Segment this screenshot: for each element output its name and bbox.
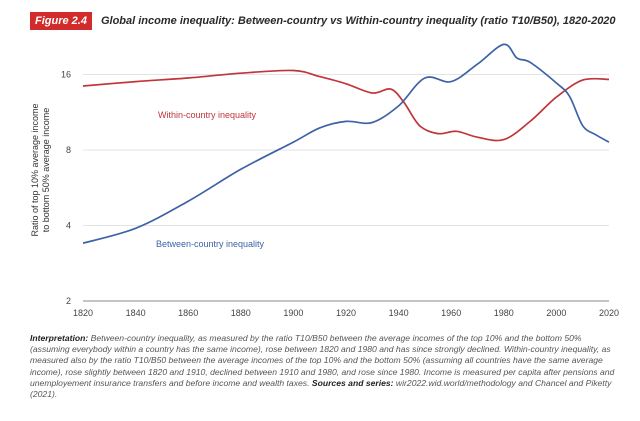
x-tick-label: 1940 xyxy=(389,308,409,318)
x-tick-label: 1920 xyxy=(336,308,356,318)
series-label-between-country: Between-country inequality xyxy=(156,239,265,249)
figure-header: Figure 2.4 Global income inequality: Bet… xyxy=(30,12,616,30)
x-tick-labels: 1820 1840 1860 1880 1900 1920 1940 1960 1980 2000… xyxy=(73,308,619,318)
y-tick-label: 8 xyxy=(66,145,71,155)
y-axis-label-line-1: Ratio of top 10% average income xyxy=(30,103,40,236)
y-axis-label-line-2: to bottom 50% average income xyxy=(41,108,51,233)
x-tick-label: 1980 xyxy=(494,308,514,318)
interpretation-text: Between-country inequality, as measured … xyxy=(30,333,615,388)
series-label-within-country: Within-country inequality xyxy=(158,110,257,120)
series-line-within-country xyxy=(82,69,610,142)
x-tick-label: 1880 xyxy=(231,308,251,318)
x-tick-label: 2020 xyxy=(599,308,619,318)
x-tick-label: 1960 xyxy=(441,308,461,318)
x-tick-label: 1860 xyxy=(178,308,198,318)
y-tick-label: 4 xyxy=(66,221,71,231)
series-lines xyxy=(82,43,610,245)
interpretation-label: Interpretation: xyxy=(30,333,89,343)
sources-text: wir2022.wid.world/methodology and Chance… xyxy=(30,377,612,400)
y-tick-labels: 2 4 8 16 xyxy=(61,70,71,306)
line-chart: Ratio of top 10% average income to botto… xyxy=(30,43,619,318)
y-tick-label: 2 xyxy=(66,296,71,306)
gridlines xyxy=(83,74,609,227)
x-tick-label: 1840 xyxy=(126,308,146,318)
interpretation-note: Interpretation: Between-country inequali… xyxy=(30,333,615,400)
figure-title: Global income inequality: Between-countr… xyxy=(100,15,616,27)
sources-label: Sources and series: xyxy=(311,377,394,388)
x-tick-label: 2000 xyxy=(546,308,566,318)
series-line-between-country xyxy=(82,43,610,245)
y-tick-label: 16 xyxy=(61,70,71,80)
x-tick-label: 1820 xyxy=(73,308,93,318)
figure-label-badge: Figure 2.4 xyxy=(30,12,92,30)
x-tick-label: 1900 xyxy=(283,308,303,318)
